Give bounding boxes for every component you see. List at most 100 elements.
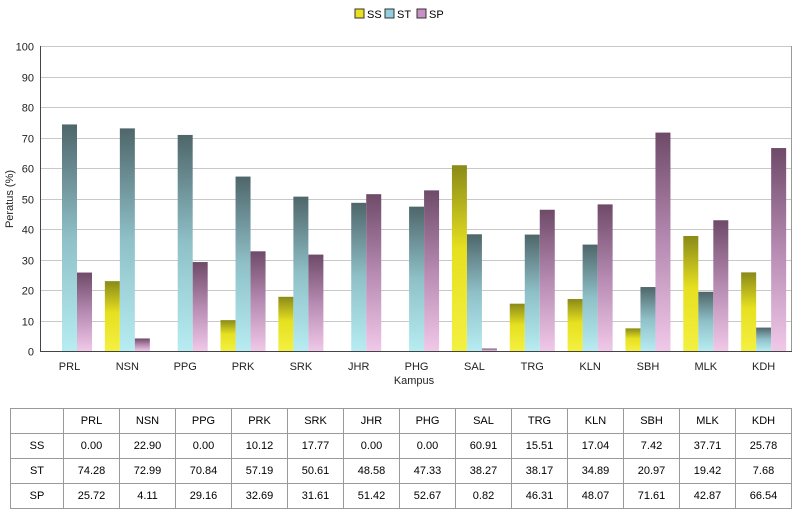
bar-ss-nsn [104,281,120,351]
table-cell: 0.00 [343,433,400,459]
bar-st-nsn [119,128,135,351]
bar-st-jhr [351,202,367,351]
table-header-cell: SBH [623,408,680,434]
bar-sp-sal [481,348,497,351]
table-cell: 60.91 [455,433,512,459]
table-row: SS 0.00 22.90 0.00 10.12 17.77 0.00 0.00 60.91 15… [10,433,792,459]
bar-st-ppg [177,134,193,351]
table-corner-cell [10,408,64,434]
bar-sp-srk [308,254,324,351]
table-cell: 0.00 [399,433,456,459]
bar-sp-phg [424,190,440,351]
table-header-cell: PRK [231,408,288,434]
table-cell: 70.84 [175,458,232,484]
table-cell: 34.89 [567,458,624,484]
y-tick-label: 20 [22,286,34,298]
bar-st-sbh [640,287,656,351]
bar-sp-ppg [192,262,208,351]
bar-st-sal [466,234,482,351]
y-axis-title: Peratus (%) [4,170,16,228]
table-row: ST 74.28 72.99 70.84 57.19 50.61 48.58 47.33 38.… [10,458,792,484]
table-header-cell: KLN [567,408,624,434]
bar-st-prl [62,124,77,351]
table-cell: 52.67 [399,483,456,509]
bar-ss-trg [509,303,525,351]
table-cell: 57.19 [231,458,288,484]
y-tick-label: 0 [28,347,34,359]
table-row-label: SS [10,433,64,459]
bar-st-kln [582,244,598,351]
table-cell: 0.82 [455,483,512,509]
table-header-cell: TRG [511,408,568,434]
x-tick-label: PHG [405,361,429,373]
table-cell: 47.33 [399,458,456,484]
y-tick-label: 50 [22,195,34,207]
table-row-label: SP [10,483,64,509]
table-cell: 74.28 [63,458,120,484]
table-header-cell: PPG [175,408,232,434]
table-cell: 31.61 [287,483,344,509]
table-cell: 38.17 [511,458,568,484]
bar-sp-prk [250,251,266,351]
table-cell: 7.42 [623,433,680,459]
bar-ss-srk [278,296,294,351]
bar-sp-sbh [655,132,671,351]
legend-swatch-sp [416,8,427,19]
x-tick-label: PRL [59,361,80,373]
table-header-cell: JHR [343,408,400,434]
x-tick-label: SBH [637,361,660,373]
table-row-label: ST [10,458,64,484]
table-cell: 22.90 [119,433,176,459]
y-tick-label: 40 [22,225,34,237]
bar-st-srk [293,196,309,351]
table-header-cell: KDH [735,408,792,434]
data-table: PRL NSN PPG PRK SRK JHR PHG SAL TRG KLN SBH MLK KDH S… [10,408,792,509]
table-cell: 51.42 [343,483,400,509]
table-cell: 0.00 [175,433,232,459]
table-header-cell: PRL [63,408,120,434]
table-cell: 29.16 [175,483,232,509]
x-tick-label: KLN [579,361,600,373]
bar-sp-nsn [134,338,150,351]
x-tick-label: NSN [116,361,139,373]
legend-swatch-st [384,8,395,19]
x-tick-label: MLK [694,361,717,373]
table-cell: 66.54 [735,483,792,509]
table-cell: 20.97 [623,458,680,484]
legend-swatch-ss [354,8,365,19]
bar-sp-mlk [713,220,729,351]
x-tick-label: KDH [752,361,775,373]
x-tick-label: PRK [232,361,255,373]
table-header-cell: NSN [119,408,176,434]
table-cell: 4.11 [119,483,176,509]
table-cell: 17.77 [287,433,344,459]
bar-sp-trg [539,209,555,351]
bar-sp-prl [77,272,92,351]
table-cell: 25.72 [63,483,120,509]
bar-ss-prk [220,320,236,351]
bar-st-prk [235,176,251,351]
table-cell: 37.71 [679,433,736,459]
table-cell: 50.61 [287,458,344,484]
legend-label-st: ST [397,9,411,21]
bar-ss-sal [451,165,467,351]
x-tick-label: JHR [348,361,369,373]
table-cell: 15.51 [511,433,568,459]
bar-ss-sbh [625,328,641,351]
y-tick-label: 60 [22,164,34,176]
bar-st-trg [524,234,540,351]
chart-legend: SS ST SP [354,8,444,21]
x-axis-title: Kampus [394,375,435,387]
chart-bars [62,124,787,351]
y-tick-label: 30 [22,256,34,268]
table-cell: 17.04 [567,433,624,459]
legend-label-sp: SP [429,9,444,21]
legend-label-ss: SS [367,9,382,21]
table-cell: 46.31 [511,483,568,509]
table-header-cell: PHG [399,408,456,434]
table-cell: 38.27 [455,458,512,484]
bar-ss-kln [567,299,583,351]
bar-st-phg [409,206,425,351]
y-tick-label: 80 [22,103,34,115]
bar-st-mlk [698,291,714,351]
